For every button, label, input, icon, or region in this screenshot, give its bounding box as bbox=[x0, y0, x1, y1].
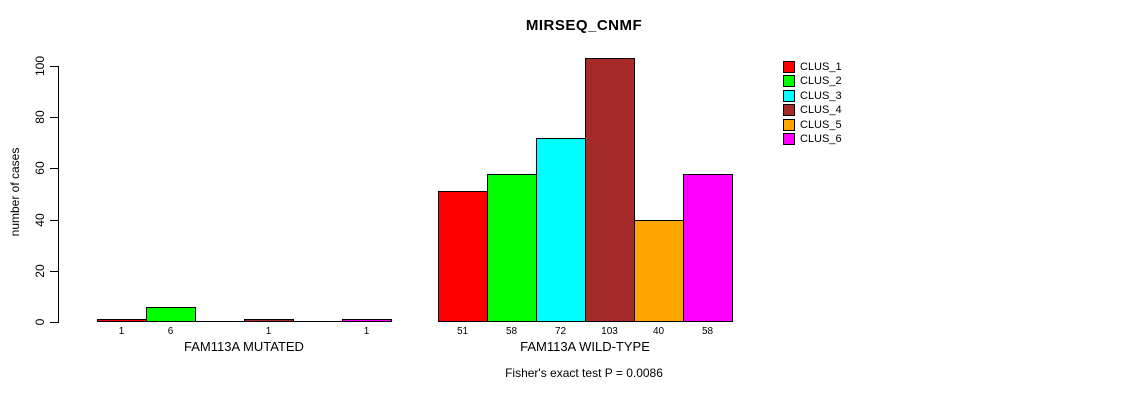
bar-value-label: 58 bbox=[505, 326, 518, 337]
legend-swatch bbox=[783, 133, 795, 145]
bar bbox=[536, 138, 586, 322]
legend-label: CLUS_3 bbox=[800, 89, 842, 102]
legend-label: CLUS_2 bbox=[800, 75, 842, 88]
y-axis-tick bbox=[50, 117, 58, 118]
bar bbox=[634, 220, 684, 322]
legend-item: CLUS_3 bbox=[783, 89, 842, 103]
y-axis-tick-label: 20 bbox=[33, 264, 47, 278]
y-axis-tick bbox=[50, 168, 58, 169]
bar-value-label: 1 bbox=[118, 326, 125, 337]
y-axis-tick-label: 60 bbox=[33, 161, 47, 175]
legend-label: CLUS_1 bbox=[800, 61, 842, 73]
x-group-label: FAM113A MUTATED bbox=[184, 339, 304, 354]
bar-value-label: 72 bbox=[554, 326, 567, 337]
y-axis-tick-label: 100 bbox=[33, 55, 47, 77]
bar bbox=[342, 319, 392, 322]
bar-value-label: 1 bbox=[363, 326, 370, 337]
y-axis-tick-label: 80 bbox=[33, 110, 47, 124]
legend-swatch bbox=[783, 118, 795, 131]
bar bbox=[438, 191, 488, 322]
legend-label: CLUS_5 bbox=[800, 118, 842, 131]
legend-swatch bbox=[783, 61, 795, 73]
y-axis-line bbox=[58, 66, 59, 323]
bar-value-label: 103 bbox=[601, 326, 618, 337]
y-axis-tick bbox=[50, 322, 58, 323]
legend-label: CLUS_4 bbox=[800, 104, 842, 117]
legend-swatch bbox=[783, 104, 795, 117]
y-axis-tick bbox=[50, 271, 58, 272]
y-axis-tick bbox=[50, 66, 58, 67]
bar-value-label: 1 bbox=[265, 326, 272, 337]
y-axis-label: number of cases bbox=[8, 147, 22, 237]
bar bbox=[585, 58, 635, 322]
y-axis-tick bbox=[50, 220, 58, 221]
chart-title: MIRSEQ_CNMF bbox=[525, 17, 643, 34]
stat-test-caption: Fisher's exact test P = 0.0086 bbox=[505, 366, 663, 380]
legend-swatch bbox=[783, 75, 795, 88]
bar-value-label: 6 bbox=[167, 326, 174, 337]
bar-value-label: 58 bbox=[701, 326, 714, 337]
bar bbox=[97, 319, 147, 322]
legend-item: CLUS_5 bbox=[783, 118, 842, 132]
legend: CLUS_1 CLUS_2 CLUS_3 CLUS_4 CLUS_5 CLUS_6 bbox=[783, 60, 893, 156]
bar-value-label: 51 bbox=[456, 326, 469, 337]
bar-value-label: 40 bbox=[652, 326, 665, 337]
legend-swatch bbox=[783, 89, 795, 102]
x-group-label: FAM113A WILD-TYPE bbox=[520, 339, 650, 354]
bar bbox=[146, 307, 196, 322]
bar bbox=[683, 174, 733, 322]
legend-item: CLUS_6 bbox=[783, 132, 842, 146]
y-axis-tick-label: 0 bbox=[33, 318, 47, 326]
legend-label: CLUS_6 bbox=[800, 133, 842, 145]
bar bbox=[487, 174, 537, 322]
bar bbox=[244, 319, 294, 322]
legend-item: CLUS_2 bbox=[783, 74, 842, 88]
y-axis-tick-label: 40 bbox=[33, 213, 47, 227]
legend-item: CLUS_1 bbox=[783, 60, 842, 74]
legend-item: CLUS_4 bbox=[783, 103, 842, 117]
